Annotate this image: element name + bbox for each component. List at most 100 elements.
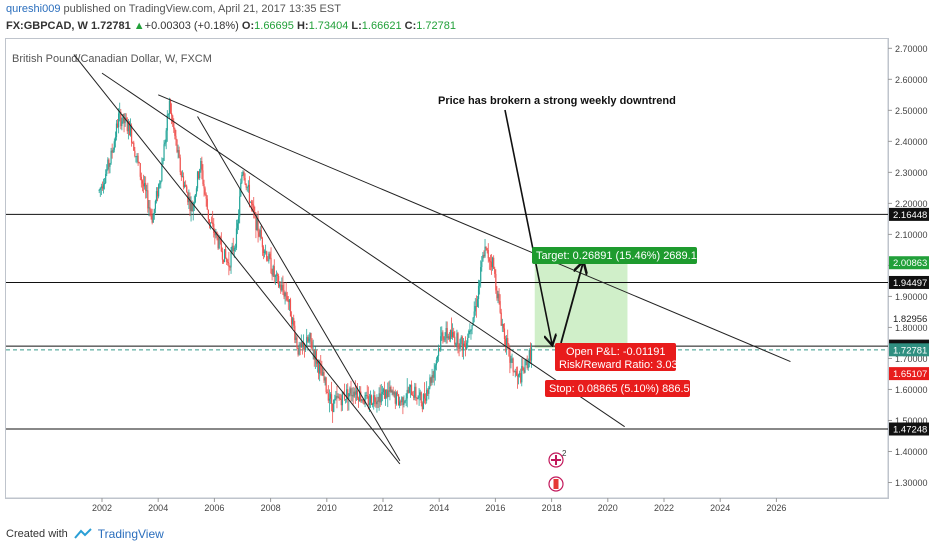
candle-body (392, 390, 394, 395)
x-tick-label: 2018 (542, 503, 562, 513)
tradingview-brand[interactable]: TradingView (97, 527, 164, 541)
candle-body (204, 188, 206, 195)
candle-body (249, 201, 252, 203)
candle-body (429, 377, 431, 388)
publish-info: published on TradingView.com, April 21, … (60, 3, 341, 15)
candle-body (302, 343, 305, 346)
candle-body (257, 218, 259, 233)
candle-body (275, 274, 278, 276)
candle-body (218, 237, 220, 249)
candle-body (233, 247, 235, 252)
candle-body (432, 374, 434, 378)
candle-body (417, 398, 419, 400)
candle-body (442, 332, 444, 340)
event-count-badge: 2 (562, 449, 567, 458)
candle-body (232, 245, 234, 252)
candle-body (360, 391, 362, 401)
candle-body (405, 398, 407, 401)
candle-body (313, 349, 315, 360)
candle-body (414, 386, 416, 398)
candle-body (381, 392, 383, 394)
candle-body (335, 396, 337, 399)
x-tick-label: 2004 (148, 503, 168, 513)
candle-body (221, 251, 223, 260)
candle-body (263, 251, 266, 254)
candle-body (427, 389, 429, 394)
candle-body (459, 339, 461, 349)
candle-body (366, 395, 368, 397)
candle-body (357, 397, 360, 402)
candle-body (225, 249, 227, 259)
candle-body (147, 190, 149, 209)
candle-body (528, 349, 530, 363)
candle-body (123, 113, 125, 124)
candle-body (407, 389, 409, 393)
candle-body (322, 372, 324, 376)
pair-title: British Pound/Canadian Dollar, W, FXCM (12, 53, 212, 65)
candle-body (153, 209, 155, 215)
candle-body (514, 371, 516, 372)
candle-body (213, 223, 215, 233)
candle-body (332, 403, 334, 413)
candle-body (300, 341, 302, 348)
candle-body (121, 121, 123, 127)
risk-reward-label: Risk/Reward Ratio: 3.03 (559, 359, 678, 371)
candle-body (174, 128, 176, 136)
candle-body (166, 114, 168, 131)
created-with-text: Created with (6, 528, 68, 540)
candle-body (513, 371, 515, 373)
candle-body (436, 356, 439, 361)
candle-body (446, 328, 448, 339)
candle-body (158, 184, 160, 197)
candle-body (246, 186, 248, 188)
candle-body (512, 358, 514, 372)
candle-body (481, 261, 483, 268)
candle-body (499, 301, 501, 313)
candle-body (168, 100, 171, 115)
candle-body (269, 253, 271, 258)
trendline (197, 116, 401, 462)
candle-body (458, 348, 460, 349)
candle-body (138, 162, 140, 164)
candle-body (351, 395, 353, 396)
candle-body (150, 210, 152, 216)
candle-body (437, 348, 440, 357)
candle-body (235, 228, 238, 248)
candle-body (173, 122, 175, 129)
candle-body (242, 171, 244, 175)
candle-body (284, 292, 286, 297)
candle-body (395, 392, 398, 404)
price-axis-label: 1.65107 (893, 369, 927, 380)
candle-body (471, 325, 473, 330)
candle-body (266, 251, 268, 261)
candle-body (100, 186, 102, 188)
candle-body (299, 344, 301, 348)
candle-body (452, 332, 454, 338)
candle-body (288, 299, 291, 303)
candle-body (489, 261, 492, 263)
candle-body (421, 403, 423, 410)
candle-body (529, 349, 532, 361)
author-link[interactable]: qureshi009 (6, 3, 61, 15)
trendline (101, 72, 625, 428)
candle-body (324, 377, 326, 381)
price-axis-label: 1.82956 (893, 314, 927, 325)
candle-body (274, 275, 276, 277)
candle-body (132, 142, 134, 144)
price-axis-label: 1.94497 (893, 278, 927, 289)
candle-body (441, 332, 443, 337)
candle-body (455, 344, 457, 346)
y-tick-label: 2.10000 (895, 230, 928, 240)
low-label: L: (351, 20, 362, 32)
candle-body (315, 351, 318, 364)
candle-body (399, 401, 401, 406)
candle-body (295, 337, 297, 340)
candle-body (422, 394, 425, 410)
candle-body (145, 182, 147, 191)
candle-body (260, 230, 262, 239)
candle-body (179, 157, 181, 173)
candle-body (354, 391, 356, 395)
candle-body (386, 389, 388, 398)
projection-arrow (560, 263, 583, 344)
